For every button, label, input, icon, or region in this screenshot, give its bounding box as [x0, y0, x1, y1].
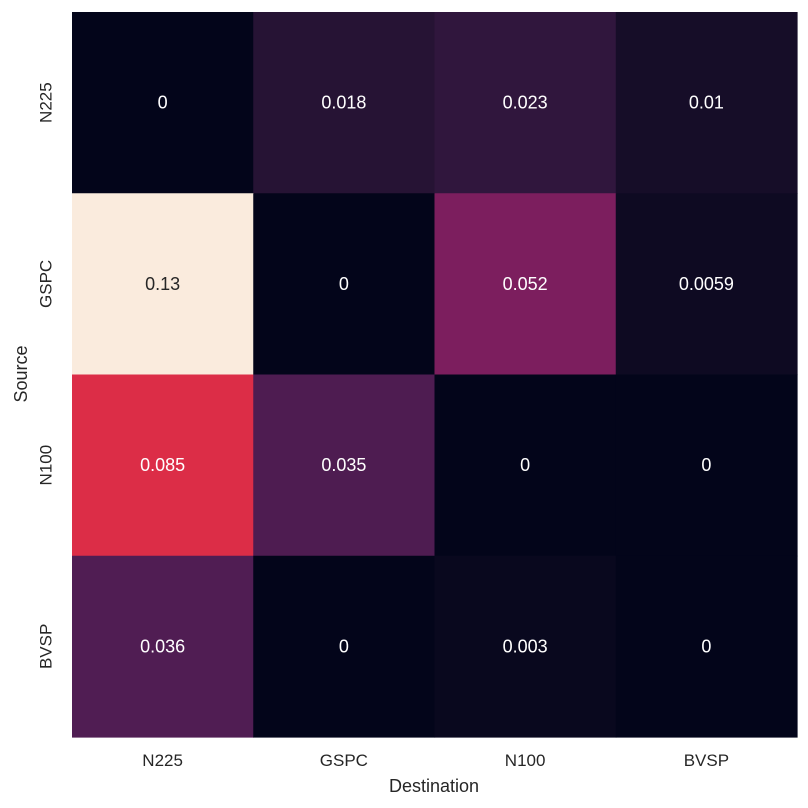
x-axis-title: Destination	[389, 776, 479, 796]
cell-value-label: 0	[701, 455, 711, 475]
x-tick-label: BVSP	[684, 751, 729, 770]
cell-value-label: 0.023	[503, 93, 548, 113]
cell-value-label: 0.003	[503, 636, 548, 656]
heatmap-cell	[434, 555, 617, 738]
heatmap-cell	[615, 374, 798, 557]
y-axis-title: Source	[11, 345, 31, 402]
cell-value-label: 0	[701, 636, 711, 656]
heatmap-cell	[253, 193, 436, 376]
cell-value-label: 0.0059	[679, 274, 734, 294]
y-tick-label: GSPC	[37, 260, 56, 308]
cell-value-label: 0.085	[140, 455, 185, 475]
cell-value-label: 0.01	[689, 93, 724, 113]
cell-value-label: 0.036	[140, 636, 185, 656]
heatmap-cell	[253, 555, 436, 738]
x-tick-label: N225	[142, 751, 183, 770]
heatmap-cell	[434, 374, 617, 557]
heatmap-cell	[615, 193, 798, 376]
cell-value-label: 0.018	[321, 93, 366, 113]
heatmap-cell	[72, 555, 254, 738]
heatmap-cell	[72, 193, 254, 376]
heatmap-cell	[253, 374, 436, 557]
heatmap-cell	[72, 12, 254, 194]
cell-value-label: 0.035	[321, 455, 366, 475]
cell-value-label: 0.13	[145, 274, 180, 294]
heatmap-cell	[72, 374, 254, 557]
y-tick-label: BVSP	[37, 624, 56, 669]
heatmap-cell	[615, 12, 798, 194]
heatmap-cell	[253, 12, 436, 194]
heatmap-cell	[615, 555, 798, 738]
heatmap-cell	[434, 193, 617, 376]
x-tick-label: GSPC	[320, 751, 368, 770]
heatmap-cell	[434, 12, 617, 194]
y-tick-label: N225	[37, 82, 56, 123]
x-axis-ticks: N225 GSPC N100 BVSP	[142, 751, 729, 770]
heatmap-cells	[72, 12, 798, 738]
cell-value-label: 0	[158, 93, 168, 113]
cell-value-label: 0	[520, 455, 530, 475]
cell-value-label: 0	[339, 636, 349, 656]
cell-value-label: 0.052	[503, 274, 548, 294]
cell-value-label: 0	[339, 274, 349, 294]
y-tick-label: N100	[37, 445, 56, 486]
y-axis-ticks: N225 GSPC N100 BVSP	[37, 82, 56, 669]
heatmap-cell-labels: 0 0.018 0.023 0.01 0.13 0 0.052 0.0059 0.085 0.03…	[140, 93, 734, 657]
x-tick-label: N100	[505, 751, 546, 770]
